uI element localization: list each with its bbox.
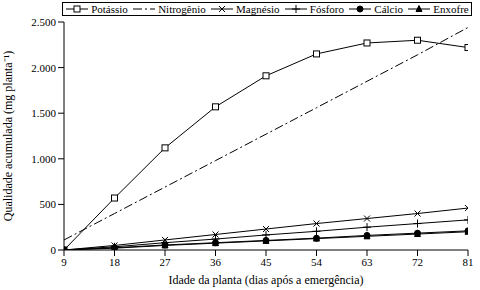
svg-text:72: 72 bbox=[412, 256, 423, 268]
svg-text:2.500: 2.500 bbox=[31, 18, 56, 28]
svg-text:36: 36 bbox=[210, 256, 222, 268]
svg-text:9: 9 bbox=[61, 256, 67, 268]
svg-text:2.000: 2.000 bbox=[31, 62, 56, 74]
svg-text:Idade da planta (dias após a e: Idade da planta (dias após a emergência) bbox=[168, 273, 363, 287]
html-text:Nitrogênio: Nitrogênio bbox=[158, 3, 206, 15]
svg-text:27: 27 bbox=[160, 256, 172, 268]
svg-text:1.500: 1.500 bbox=[31, 107, 56, 119]
html-text:Fósforo: Fósforo bbox=[309, 3, 344, 15]
svg-text:Qualidade acumulada (mg planta: Qualidade acumulada (mg planta⁻¹) bbox=[8, 51, 15, 222]
svg-text:18: 18 bbox=[109, 256, 121, 268]
html-text:Potássio: Potássio bbox=[91, 3, 128, 15]
svg-text:500: 500 bbox=[40, 198, 57, 210]
svg-text:81: 81 bbox=[463, 256, 473, 268]
html-text:Enxofre: Enxofre bbox=[433, 3, 469, 15]
svg-text:63: 63 bbox=[362, 256, 374, 268]
svg-text:1.000: 1.000 bbox=[31, 153, 56, 165]
svg-text:54: 54 bbox=[311, 256, 323, 268]
html-text:Cálcio: Cálcio bbox=[374, 3, 403, 15]
svg-text:0: 0 bbox=[51, 244, 57, 256]
html-text:Magnésio: Magnésio bbox=[236, 3, 280, 15]
svg-text:45: 45 bbox=[261, 256, 273, 268]
